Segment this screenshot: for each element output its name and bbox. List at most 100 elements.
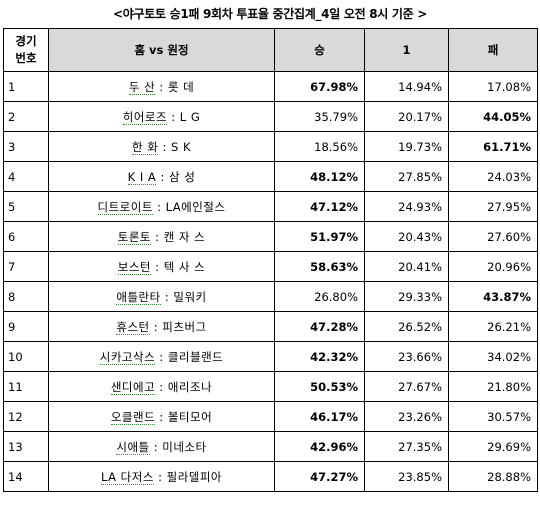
table-row: 14 LA 다저스 : 필라델피아 47.27% 23.85% 28.88% — [3, 461, 538, 492]
one-rate-cell: 29.33% — [364, 281, 449, 312]
game-number-cell: 13 — [3, 431, 49, 462]
home-team: 시애틀 — [116, 439, 150, 455]
match-cell: LA 다저스 : 필라델피아 — [48, 461, 275, 492]
win-rate-cell: 58.63% — [274, 251, 365, 282]
vs-separator: : — [155, 409, 168, 424]
vs-separator: : — [155, 349, 168, 364]
away-team: L G — [179, 109, 201, 124]
win-rate-cell: 42.96% — [274, 431, 365, 462]
match-cell: 시애틀 : 미네소타 — [48, 431, 275, 462]
home-team: 샌디에고 — [110, 379, 156, 395]
page-title: <야구토토 승1패 9회차 투표율 중간집계_4일 오전 8시 기준 > — [113, 7, 427, 21]
table-row: 5 디트로이트 : LA에인절스 47.12% 24.93% 27.95% — [3, 191, 538, 222]
away-team: 삼 성 — [168, 169, 196, 184]
table-row: 6 토론토 : 캔 자 스 51.97% 20.43% 27.60% — [3, 221, 538, 252]
win-rate-cell: 50.53% — [274, 371, 365, 402]
game-number-cell: 10 — [3, 341, 49, 372]
lose-rate-cell: 28.88% — [448, 461, 538, 492]
away-team: S K — [171, 139, 191, 154]
win-rate-cell: 48.12% — [274, 161, 365, 192]
away-team: 캔 자 스 — [163, 229, 206, 244]
match-cell: 히어로즈 : L G — [48, 101, 275, 132]
home-team: 시카고삭스 — [99, 349, 156, 365]
away-team: 피츠버그 — [162, 319, 207, 334]
header-game-number: 경기 번호 — [3, 28, 49, 72]
table-row: 13 시애틀 : 미네소타 42.96% 27.35% 29.69% — [3, 431, 538, 462]
lose-rate-cell: 43.87% — [448, 281, 538, 312]
game-number-cell: 3 — [3, 131, 49, 162]
lose-rate-cell: 30.57% — [448, 401, 538, 432]
header-lose: 패 — [448, 28, 538, 72]
lose-rate-cell: 24.03% — [448, 161, 538, 192]
one-rate-cell: 27.67% — [364, 371, 449, 402]
table-row: 11 샌디에고 : 애리조나 50.53% 27.67% 21.80% — [3, 371, 538, 402]
one-rate-cell: 27.85% — [364, 161, 449, 192]
lose-rate-cell: 20.96% — [448, 251, 538, 282]
game-number-cell: 8 — [3, 281, 49, 312]
lose-rate-cell: 29.69% — [448, 431, 538, 462]
match-cell: 샌디에고 : 애리조나 — [48, 371, 275, 402]
home-team: 애틀란타 — [116, 289, 161, 305]
lose-rate-cell: 26.21% — [448, 311, 538, 342]
table-row: 9 휴스턴 : 피츠버그 47.28% 26.52% 26.21% — [3, 311, 538, 342]
one-rate-cell: 27.35% — [364, 431, 449, 462]
vs-separator: : — [153, 469, 167, 484]
away-team: 롯 데 — [167, 79, 195, 94]
vs-separator: : — [155, 379, 168, 394]
game-number-cell: 6 — [3, 221, 49, 252]
table-row: 8 애틀란타 : 밀워키 26.80% 29.33% 43.87% — [3, 281, 538, 312]
game-number-cell: 5 — [3, 191, 49, 222]
game-number-cell: 9 — [3, 311, 49, 342]
match-cell: 토론토 : 캔 자 스 — [48, 221, 275, 252]
one-rate-cell: 20.43% — [364, 221, 449, 252]
away-team: 밀워키 — [173, 289, 207, 304]
home-team: 두 산 — [128, 79, 156, 95]
match-cell: 보스턴 : 텍 사 스 — [48, 251, 275, 282]
game-number-cell: 4 — [3, 161, 49, 192]
vs-separator: : — [167, 109, 180, 124]
home-team: 히어로즈 — [122, 109, 168, 125]
match-cell: 시카고삭스 : 클리블랜드 — [48, 341, 275, 372]
vs-separator: : — [149, 319, 163, 334]
match-cell: 오클랜드 : 볼티모어 — [48, 401, 275, 432]
match-cell: 디트로이트 : LA에인절스 — [48, 191, 275, 222]
one-rate-cell: 23.26% — [364, 401, 449, 432]
vs-separator: : — [151, 259, 164, 274]
match-cell: 애틀란타 : 밀워키 — [48, 281, 275, 312]
table-header: 경기 번호 홈 vs 원정 승 1 패 — [3, 28, 538, 72]
lose-rate-cell: 34.02% — [448, 341, 538, 372]
lose-rate-cell: 61.71% — [448, 131, 538, 162]
home-team: 보스턴 — [117, 259, 151, 275]
one-rate-cell: 23.85% — [364, 461, 449, 492]
vs-separator: : — [155, 79, 168, 94]
home-team: 디트로이트 — [97, 199, 153, 215]
table-row: 2 히어로즈 : L G 35.79% 20.17% 44.05% — [3, 101, 538, 132]
header-game-number-line2: 번호 — [15, 51, 37, 65]
header-match: 홈 vs 원정 — [48, 28, 275, 72]
header-game-number-line1: 경기 — [15, 34, 37, 48]
lose-rate-cell: 27.60% — [448, 221, 538, 252]
away-team: 텍 사 스 — [163, 259, 206, 274]
game-number-cell: 7 — [3, 251, 49, 282]
win-rate-cell: 18.56% — [274, 131, 365, 162]
home-team: LA 다저스 — [100, 469, 154, 485]
table-row: 12 오클랜드 : 볼티모어 46.17% 23.26% 30.57% — [3, 401, 538, 432]
home-team: 휴스턴 — [116, 319, 150, 335]
match-cell: 두 산 : 롯 데 — [48, 71, 275, 102]
away-team: 볼티모어 — [167, 409, 213, 424]
win-rate-cell: 26.80% — [274, 281, 365, 312]
lose-rate-cell: 17.08% — [448, 71, 538, 102]
win-rate-cell: 67.98% — [274, 71, 365, 102]
match-cell: 한 화 : S K — [48, 131, 275, 162]
vs-separator: : — [151, 229, 164, 244]
away-team: LA에인절스 — [165, 199, 226, 214]
header-win: 승 — [274, 28, 365, 72]
win-rate-cell: 47.27% — [274, 461, 365, 492]
header-one: 1 — [364, 28, 449, 72]
lose-rate-cell: 21.80% — [448, 371, 538, 402]
one-rate-cell: 26.52% — [364, 311, 449, 342]
table-row: 7 보스턴 : 텍 사 스 58.63% 20.41% 20.96% — [3, 251, 538, 282]
